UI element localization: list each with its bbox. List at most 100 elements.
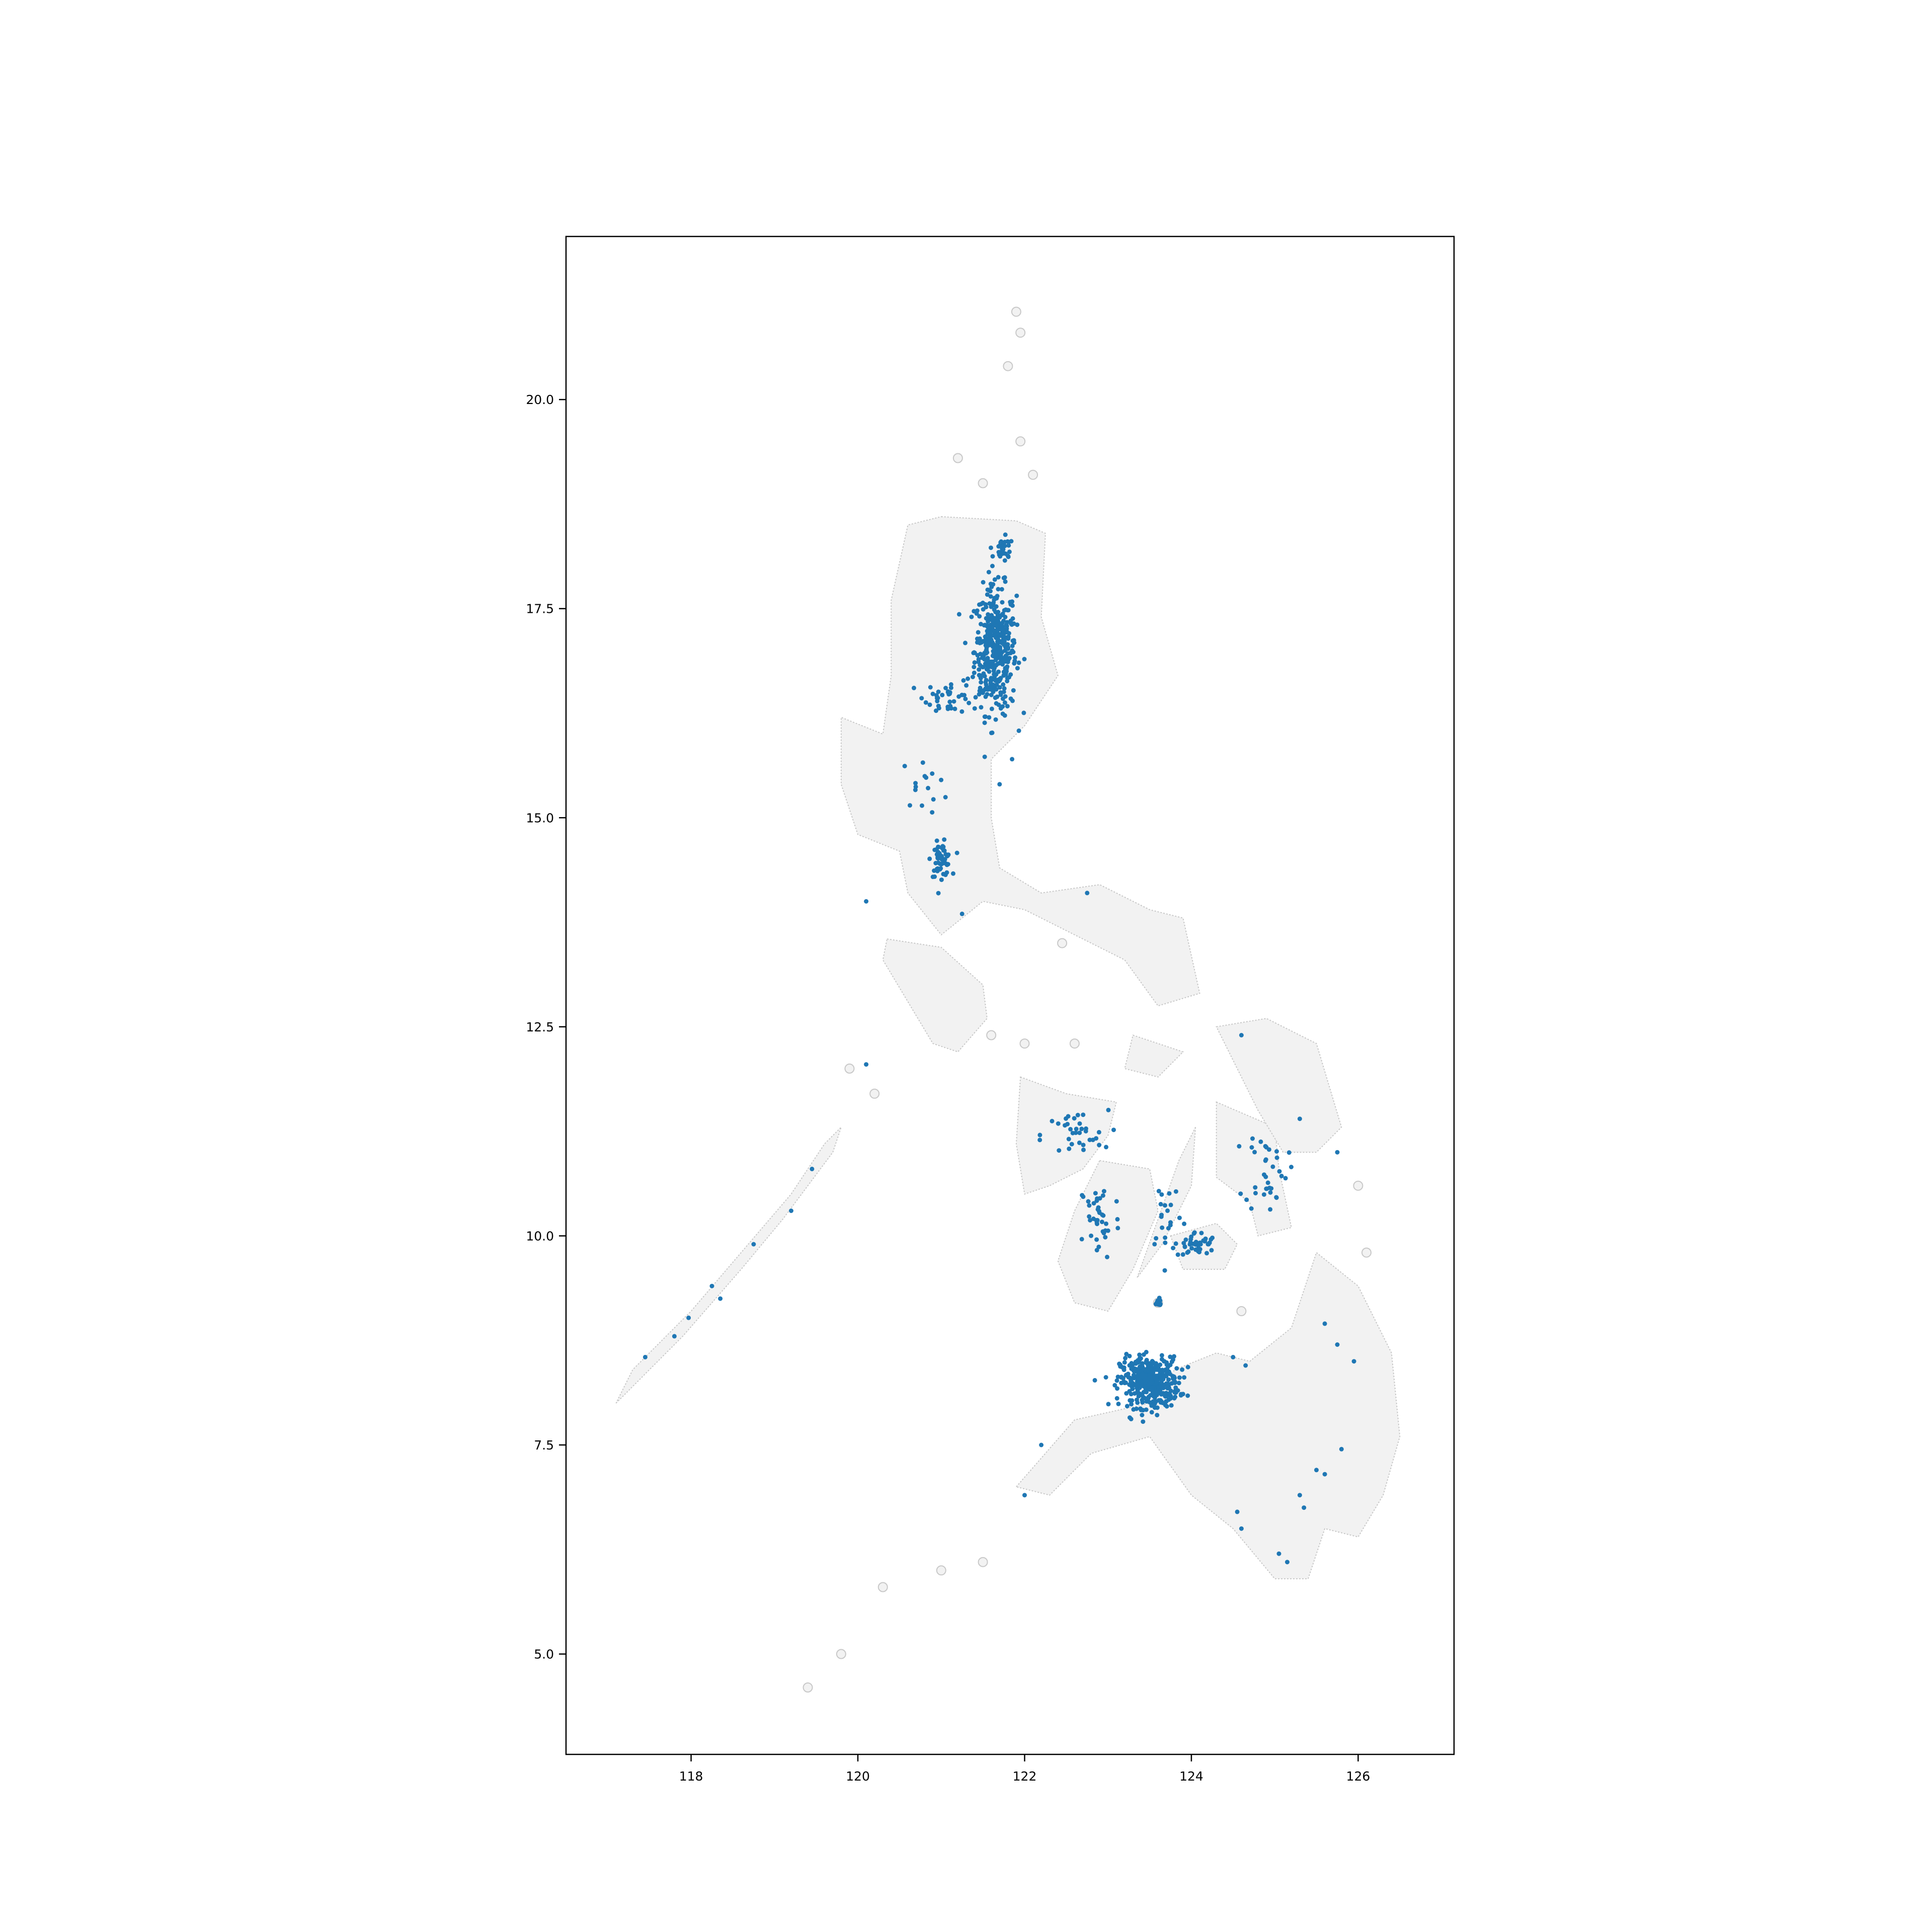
data-point: [1199, 1231, 1204, 1236]
data-point: [942, 837, 947, 842]
data-point: [1152, 1374, 1157, 1379]
data-point: [1152, 1242, 1157, 1247]
data-point: [1013, 655, 1018, 660]
data-point: [1140, 1413, 1145, 1417]
data-point: [923, 700, 928, 705]
data-point: [1068, 1126, 1073, 1132]
data-point: [1264, 1186, 1269, 1191]
axes-frame: [565, 235, 1455, 1755]
data-point: [997, 782, 1002, 787]
data-point: [1149, 1403, 1154, 1408]
data-point: [1114, 1396, 1119, 1401]
data-point: [1006, 631, 1011, 636]
data-point: [972, 706, 977, 711]
data-point: [936, 856, 941, 861]
data-point: [971, 675, 975, 679]
islet: [1236, 1306, 1247, 1316]
data-point: [1283, 1176, 1288, 1181]
data-point: [1165, 1366, 1170, 1372]
data-point: [1335, 1342, 1340, 1347]
data-point: [1121, 1365, 1126, 1370]
data-point: [1094, 1237, 1099, 1242]
islet: [1019, 1038, 1030, 1049]
data-point: [1172, 1390, 1177, 1395]
data-point: [988, 589, 993, 594]
data-point: [936, 689, 941, 694]
data-point: [1096, 1209, 1101, 1214]
data-point: [1279, 1173, 1284, 1178]
data-point: [992, 577, 997, 582]
data-point: [977, 667, 982, 672]
islet: [844, 1063, 855, 1074]
islet: [1003, 361, 1013, 371]
data-point: [962, 693, 967, 698]
data-point: [932, 874, 937, 879]
data-point: [941, 848, 946, 853]
data-point: [988, 683, 993, 688]
data-point: [1129, 1384, 1134, 1389]
data-point: [1015, 666, 1020, 671]
data-point: [999, 587, 1004, 592]
data-point: [1203, 1236, 1208, 1241]
data-point: [1114, 1378, 1119, 1383]
data-point: [1156, 1188, 1161, 1193]
data-point: [1172, 1354, 1176, 1359]
data-point: [1183, 1237, 1188, 1242]
data-point: [1087, 1214, 1092, 1219]
data-point: [1178, 1393, 1183, 1398]
data-point: [998, 540, 1003, 545]
y-tick-label: 15.0: [526, 811, 554, 825]
data-point: [1003, 579, 1008, 584]
data-point: [996, 544, 1001, 549]
data-point: [1097, 1143, 1102, 1148]
data-point: [1105, 1228, 1110, 1233]
y-tick-label: 5.0: [534, 1647, 554, 1662]
data-point: [1101, 1189, 1106, 1194]
data-point: [985, 656, 990, 661]
islet: [877, 1582, 888, 1592]
data-point: [1148, 1380, 1153, 1385]
data-point: [1022, 657, 1027, 662]
data-point: [981, 607, 986, 612]
data-point: [995, 651, 1000, 656]
data-point: [1297, 1116, 1302, 1121]
data-point: [1002, 686, 1007, 691]
data-point: [1135, 1382, 1139, 1387]
data-point: [1249, 1206, 1254, 1211]
data-point: [1177, 1375, 1182, 1380]
data-point: [987, 669, 992, 674]
data-point: [1163, 1240, 1168, 1245]
data-point: [1077, 1131, 1082, 1136]
data-point: [1156, 1390, 1161, 1395]
data-point: [943, 861, 948, 866]
data-point: [1115, 1226, 1120, 1231]
data-point: [1155, 1405, 1160, 1410]
data-point: [1131, 1407, 1136, 1412]
data-point: [995, 612, 1000, 617]
data-point: [1144, 1385, 1149, 1390]
data-point: [1252, 1150, 1257, 1155]
data-point: [1001, 628, 1006, 633]
data-point: [1159, 1353, 1164, 1358]
data-point: [936, 703, 941, 708]
data-point: [1297, 1493, 1302, 1498]
data-point: [992, 683, 997, 688]
data-point: [1002, 539, 1007, 544]
data-point: [1160, 1225, 1165, 1230]
data-point: [1163, 1203, 1167, 1208]
islet: [1057, 938, 1068, 948]
data-point: [1010, 757, 1015, 762]
data-point: [1274, 1149, 1279, 1154]
data-point: [1237, 1144, 1242, 1149]
data-point: [1136, 1394, 1141, 1399]
data-point: [1165, 1208, 1170, 1213]
data-point: [1124, 1404, 1130, 1409]
data-point: [1239, 1033, 1244, 1037]
data-point: [939, 777, 944, 782]
data-point: [1086, 1199, 1091, 1204]
data-point: [994, 663, 998, 668]
data-point: [965, 676, 971, 681]
data-point: [1141, 1419, 1146, 1424]
data-point: [1129, 1402, 1134, 1407]
data-point: [1083, 1129, 1088, 1134]
